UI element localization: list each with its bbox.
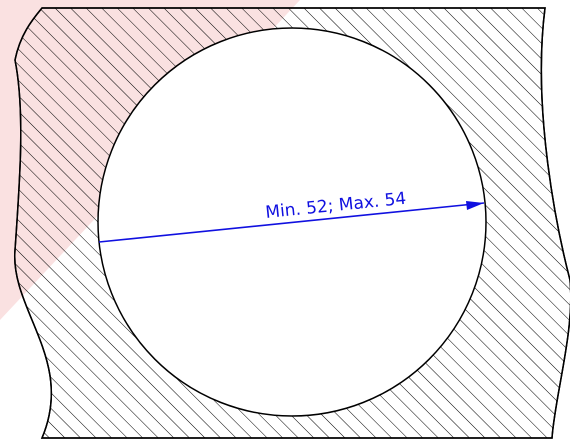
dimension-line: [98, 202, 485, 243]
dimension-arrowhead: [466, 201, 484, 210]
outer-boundary: [14, 7, 570, 439]
